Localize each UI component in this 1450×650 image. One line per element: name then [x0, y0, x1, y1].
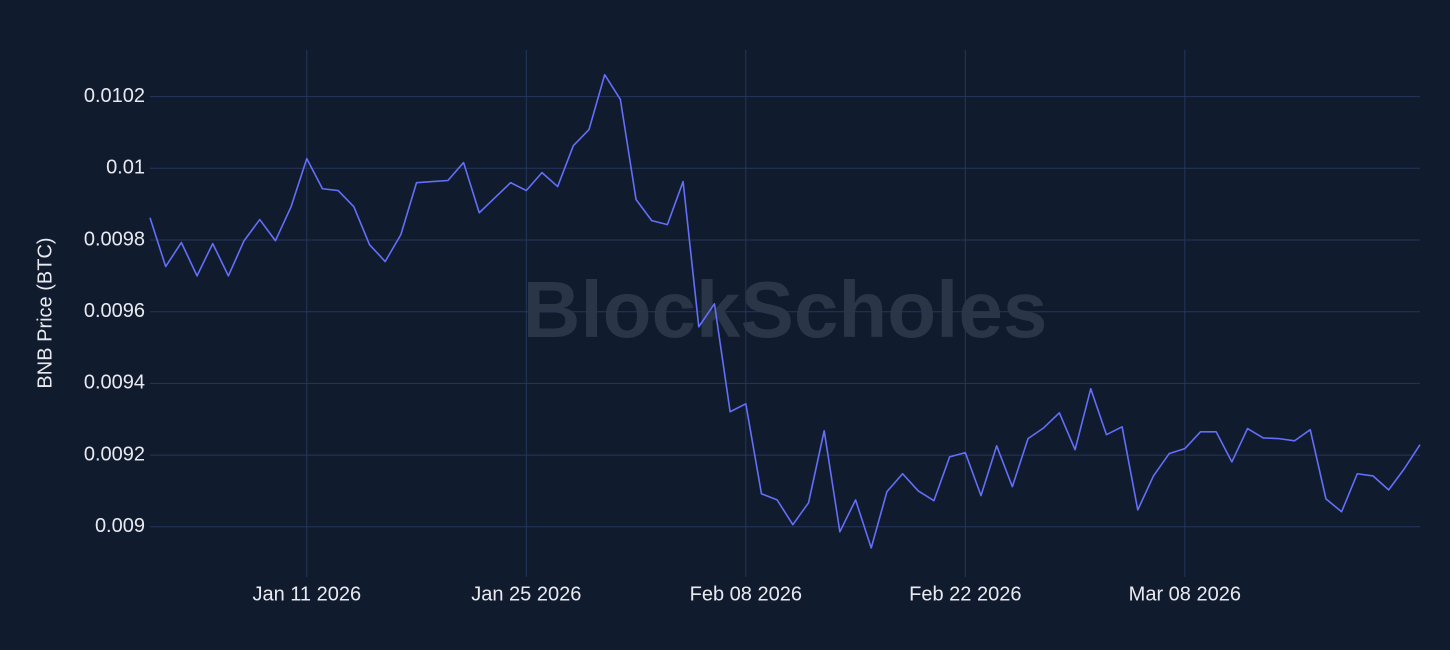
line-series: [149, 73, 1421, 549]
y-tick-label: 0.0094: [84, 372, 145, 394]
y-tick-label: 0.01: [106, 157, 145, 179]
y-tick-label: 0.0096: [84, 300, 145, 322]
y-axis-label: BNB Price (BTC): [34, 237, 56, 388]
y-tick-label: 0.0098: [84, 228, 145, 250]
x-tick-label: Feb 22 2026: [909, 583, 1021, 605]
x-tick-label: Feb 08 2026: [690, 583, 802, 605]
y-tick-label: 0.0092: [84, 443, 145, 465]
x-tick-label: Mar 08 2026: [1129, 583, 1241, 605]
watermark: BlockScholes: [523, 265, 1048, 354]
x-tick-label: Jan 25 2026: [471, 583, 581, 605]
y-tick-label: 0.009: [95, 515, 145, 537]
y-tick-label: 0.0102: [84, 85, 145, 107]
x-tick-label: Jan 11 2026: [252, 583, 361, 605]
